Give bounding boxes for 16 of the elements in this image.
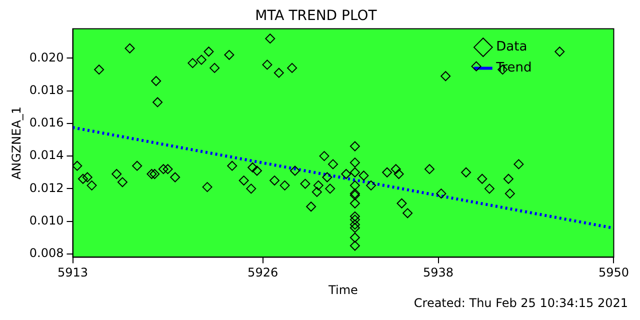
y-axis-title: ANGZNEA_1 bbox=[9, 106, 24, 180]
x-tick-label: 5938 bbox=[423, 266, 454, 280]
y-tick-label: 0.010 bbox=[29, 213, 64, 228]
x-tick-label: 5913 bbox=[57, 266, 88, 280]
x-axis-title: Time bbox=[328, 282, 358, 297]
y-tick-label: 0.020 bbox=[29, 50, 64, 64]
legend-label: Data bbox=[496, 40, 528, 55]
y-tick-label: 0.012 bbox=[29, 180, 64, 195]
y-tick-label: 0.018 bbox=[29, 82, 64, 97]
chart-title: MTA TREND PLOT bbox=[255, 8, 378, 24]
x-tick-label: 5926 bbox=[248, 266, 278, 280]
y-tick-label: 0.016 bbox=[29, 116, 64, 130]
x-tick-label: 5950 bbox=[598, 266, 630, 280]
text: Created: Thu Feb 25 10:34:15 2021 bbox=[414, 296, 628, 310]
y-tick-label: 0.014 bbox=[29, 148, 64, 162]
y-tick-label: 0.008 bbox=[29, 246, 64, 260]
